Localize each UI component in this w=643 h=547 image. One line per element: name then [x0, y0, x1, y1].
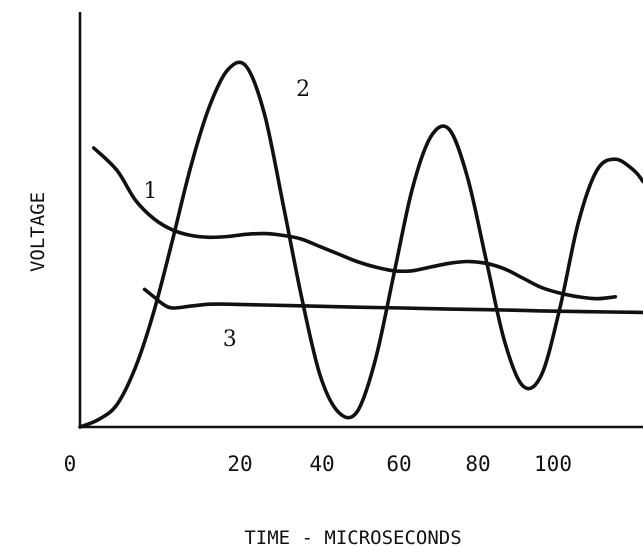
series-label-1: 1 — [143, 179, 157, 204]
series-label-2: 2 — [296, 77, 310, 102]
series-2-line — [78, 60, 643, 429]
x-tick-label-60: 60 — [386, 452, 411, 476]
x-tick-label-80: 80 — [465, 452, 490, 476]
x-axis-title: TIME - MICROSECONDS — [244, 527, 461, 547]
y-axis-title: VOLTAGE — [27, 192, 49, 272]
x-tick-label-100: 100 — [534, 452, 572, 476]
series-label-3: 3 — [223, 327, 237, 352]
x-tick-label-40: 40 — [309, 452, 334, 476]
series-labels: 1 2 3 — [143, 77, 310, 352]
x-tick-label-0: 0 — [64, 452, 77, 476]
x-tick-label-20: 20 — [227, 452, 252, 476]
series-3-line — [142, 287, 643, 315]
series-curves — [78, 60, 643, 429]
series-1-line — [92, 146, 618, 301]
x-tick-labels: 0 20 40 60 80 100 — [64, 452, 572, 476]
